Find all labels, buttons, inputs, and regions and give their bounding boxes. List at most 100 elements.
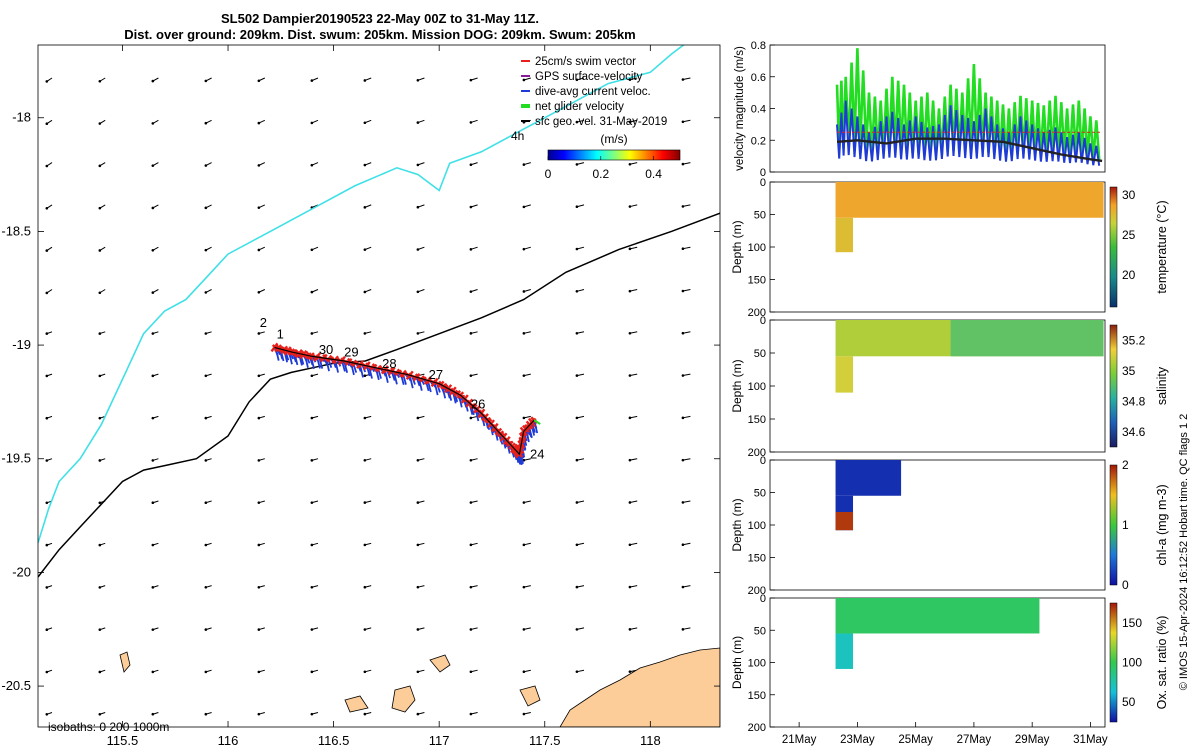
figure-title-line1: SL502 Dampier20190523 22-May 00Z to 31-M… <box>221 11 539 26</box>
sfc-vel-arrowhead <box>575 247 579 251</box>
sfc-vel-arrowhead <box>98 206 102 210</box>
sfc-vel-arrowhead <box>204 628 208 631</box>
time-tick-label: 27May <box>957 734 992 746</box>
sfc-vel-arrowhead <box>469 163 473 167</box>
heatmap-y-tick-label: 150 <box>748 553 766 565</box>
sfc-vel-arrowhead <box>257 164 261 167</box>
sfc-vel-arrowhead <box>45 332 49 335</box>
sfc-vel-arrowhead <box>363 290 367 294</box>
sfc-vel-arrowhead <box>363 712 367 716</box>
sfc-vel-arrowhead <box>416 458 420 462</box>
sfc-vel-arrowhead <box>45 207 49 210</box>
sfc-vel-arrowhead <box>310 121 314 125</box>
map-x-tick-label: 117 <box>429 733 450 748</box>
heatmap-y-tick-label: 100 <box>748 658 766 670</box>
sfc-vel-arrowhead <box>204 712 208 716</box>
sfc-vel-arrowhead <box>469 712 473 716</box>
sfc-vel-arrowhead <box>681 543 685 547</box>
sfc-vel-arrowhead <box>522 247 526 251</box>
sfc-vel-arrowhead <box>416 416 420 420</box>
sfc-vel-arrowhead <box>257 585 261 589</box>
sfc-vel-arrowhead <box>310 163 314 167</box>
heatmap-surface-block <box>835 182 1104 218</box>
sfc-vel-arrowhead <box>363 248 367 251</box>
sfc-vel-arrowhead <box>628 628 632 631</box>
sfc-vel-arrowhead <box>310 712 314 716</box>
colorbar-tick-label: 34.8 <box>1122 394 1146 408</box>
day-label: 28 <box>382 356 396 371</box>
heatmap-panel-temp: 0 50 100 150 200 Depth (m) 20 25 30 temperature (… <box>730 177 1169 319</box>
sfc-vel-arrowhead <box>98 670 102 674</box>
heatmap-deep-block <box>835 633 854 669</box>
legend-label: net glider velocity <box>535 101 624 113</box>
sfc-vel-arrowhead <box>416 78 420 82</box>
velocity-y-tick-label: 0.8 <box>751 40 766 52</box>
day-label: 24 <box>530 447 544 462</box>
heatmap-late-block <box>950 320 1104 357</box>
time-tick-label: 21May <box>782 734 817 746</box>
sfc-vel-arrowhead <box>45 164 49 168</box>
sfc-vel-arrowhead <box>416 248 420 251</box>
velocity-y-tick-label: 0.2 <box>751 135 766 147</box>
sfc-vel-arrowhead <box>628 162 632 166</box>
sfc-vel-arrowhead <box>257 79 261 83</box>
sfc-vel-arrowhead <box>151 712 155 716</box>
chl-max-block <box>835 512 854 531</box>
sfc-vel-arrowhead <box>363 121 367 125</box>
sfc-vel-arrowhead <box>204 164 208 167</box>
colorbar-tick-label: 0.4 <box>645 167 662 181</box>
sfc-vel-arrowhead <box>628 543 632 547</box>
velocity-y-tick-label: 0.4 <box>751 104 766 116</box>
sfc-vel-arrowhead <box>363 206 367 209</box>
figure-title-line2: Dist. over ground: 209km. Dist. swum: 20… <box>124 27 636 42</box>
footer-credit: © IMOS 15-Apr-2024 16:12:52 Hobart time.… <box>1178 414 1190 691</box>
sfc-vel-arrowhead <box>257 248 261 252</box>
sfc-vel-arrowhead <box>469 628 473 631</box>
legend-label: sfc geo. vel. 31-May-2019 <box>535 116 667 128</box>
colorbar-tick-label: 30 <box>1122 188 1136 202</box>
sfc-vel-arrowhead <box>575 416 579 420</box>
isobath-200m-line <box>38 212 720 578</box>
sfc-vel-arrowhead <box>522 205 526 209</box>
sfc-vel-arrowhead <box>628 289 632 293</box>
colorbar-tick-label: 34.6 <box>1122 425 1146 439</box>
heatmap-deep-block <box>835 217 854 253</box>
sfc-vel-arrowhead <box>310 290 314 294</box>
sfc-vel-arrowhead <box>628 416 632 420</box>
sfc-vel-arrowhead <box>469 501 473 504</box>
heatmap-colorbar <box>1109 464 1118 586</box>
sfc-vel-arrowhead <box>628 205 632 208</box>
sfc-vel-arrowhead <box>416 121 420 124</box>
sfc-vel-arrowhead <box>98 628 102 631</box>
sfc-vel-arrowhead <box>522 628 526 631</box>
sfc-vel-arrowhead <box>151 332 155 335</box>
sfc-vel-arrowhead <box>575 374 579 377</box>
sfc-vel-arrowhead <box>522 290 526 293</box>
sfc-vel-arrowhead <box>469 205 473 209</box>
sfc-vel-arrowhead <box>204 543 208 547</box>
velocity-series-line <box>836 100 1101 166</box>
sfc-vel-arrowhead <box>151 628 155 631</box>
map-x-tick-label: 116.5 <box>318 733 350 748</box>
sfc-vel-arrowhead <box>363 332 367 335</box>
heatmap-y-axis-label: Depth (m) <box>730 636 744 689</box>
sfc-vel-arrowhead <box>45 543 49 547</box>
sfc-vel-arrowhead <box>310 79 314 82</box>
sfc-vel-arrowhead <box>98 416 102 420</box>
heatmap-y-tick-label: 0 <box>760 593 766 605</box>
sfc-vel-arrowhead <box>151 501 155 505</box>
legend-label: 25cm/s swim vector <box>535 56 636 68</box>
sfc-vel-arrowhead <box>98 586 102 589</box>
sfc-vel-arrowhead <box>204 332 208 335</box>
day-label: 1 <box>277 326 284 341</box>
land-mass <box>119 647 720 727</box>
heatmap-panel-salt: 0 50 100 150 200 Depth (m) 34.6 34.8 35 35.2 salin… <box>730 315 1169 459</box>
dive-avg-current-vector <box>530 423 536 436</box>
sfc-vel-arrowhead <box>257 628 261 631</box>
sfc-vel-arrowhead <box>628 78 632 81</box>
heatmap-colorbar <box>1109 602 1118 723</box>
heatmap-y-tick-label: 50 <box>754 348 766 360</box>
coastline-contour <box>38 45 685 544</box>
sfc-vel-arrowhead <box>98 122 102 125</box>
sfc-vel-arrowhead <box>257 501 261 504</box>
